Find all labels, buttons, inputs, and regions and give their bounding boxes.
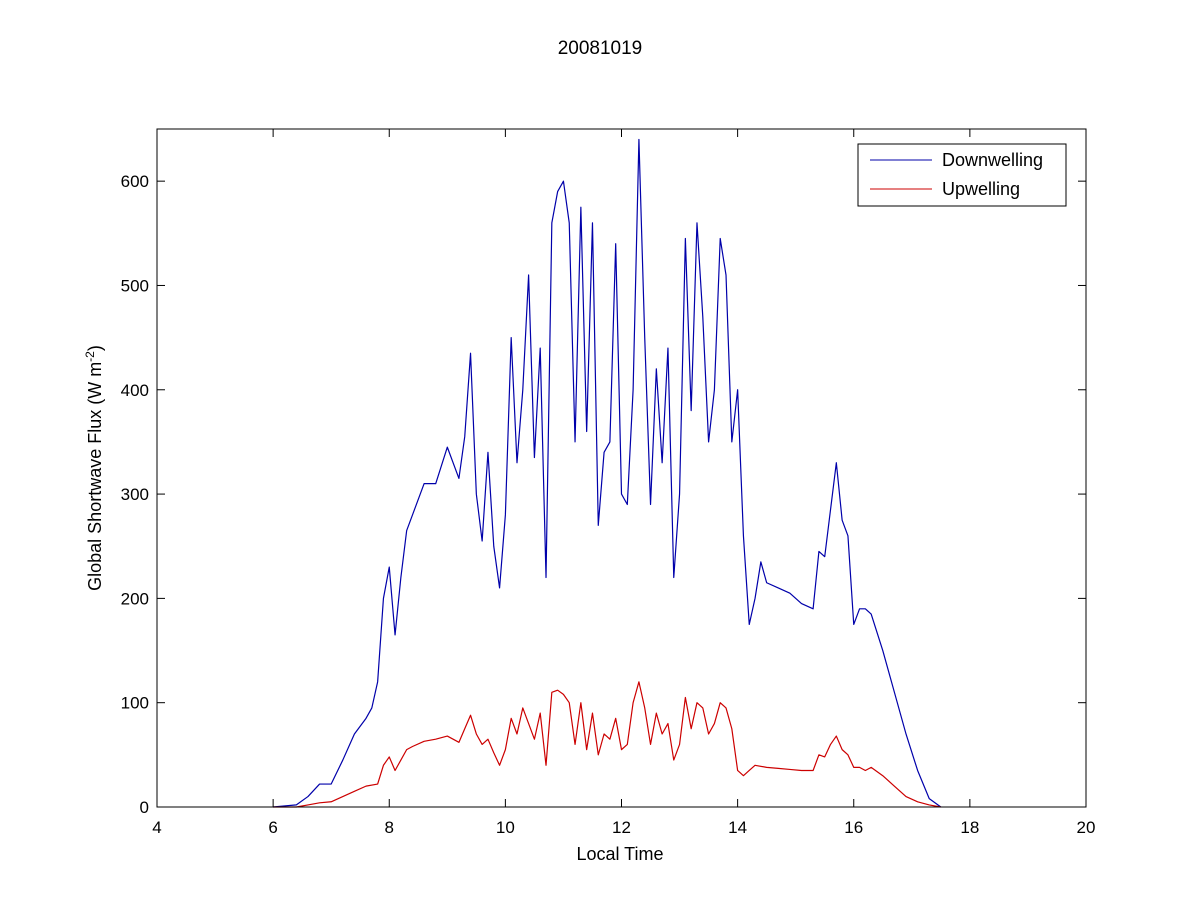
y-tick-label: 100 [121,694,149,713]
x-tick-label: 10 [496,818,515,837]
legend: Downwelling Upwelling [857,143,1067,207]
x-tick-label: 20 [1077,818,1096,837]
plot-area [157,129,1086,807]
y-tick-label: 400 [121,381,149,400]
x-tick-label: 4 [152,818,161,837]
x-tick-label: 16 [844,818,863,837]
y-tick-label: 0 [140,798,149,817]
x-tick-label: 8 [385,818,394,837]
y-tick-label: 600 [121,172,149,191]
legend-label-upwelling: Upwelling [942,179,1020,199]
series-line-downwelling [273,138,942,808]
y-axis-label-main: Global Shortwave Flux (W m [85,362,105,591]
y-tick-label: 300 [121,485,149,504]
y-axis-label: Global Shortwave Flux (W m-2) [83,345,105,591]
y-tick-label: 500 [121,276,149,295]
y-tick-label: 200 [121,589,149,608]
x-tick-label: 18 [960,818,979,837]
x-tick-label: 14 [728,818,747,837]
y-axis-ticks: 0 100 200 300 400 500 600 [121,172,1086,817]
x-tick-label: 6 [268,818,277,837]
legend-label-downwelling: Downwelling [942,150,1043,170]
y-axis-label-superscript: -2 [83,351,97,362]
series-layer [273,138,942,808]
x-axis-label: Local Time [576,844,663,864]
legend-box [857,143,1067,207]
x-tick-label: 12 [612,818,631,837]
chart-title: 20081019 [558,38,643,59]
y-axis-label-suffix: ) [85,345,105,351]
x-axis-ticks: 4 6 8 10 12 14 16 18 20 [152,129,1095,837]
series-line-upwelling [273,681,941,808]
